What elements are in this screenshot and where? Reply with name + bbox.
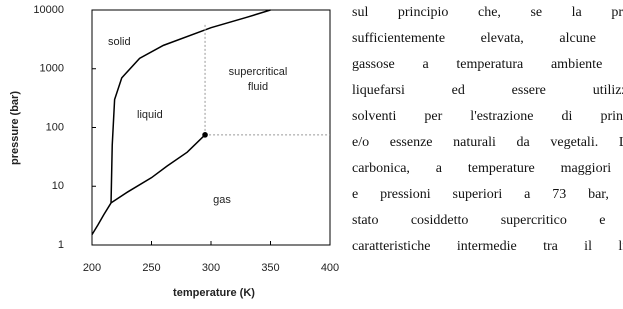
y-tick-label: 10 <box>52 180 64 192</box>
phase-boundary <box>110 134 206 204</box>
x-tick-label: 350 <box>261 262 279 274</box>
y-tick-label: 10000 <box>33 4 64 16</box>
y-tick-label: 100 <box>46 121 64 133</box>
x-tick-label: 300 <box>202 262 220 274</box>
text-line: liquefarsi ed essere utilizzate <box>352 83 623 98</box>
text-line: e/o essenze naturali da vegetali. L’an <box>352 135 623 150</box>
x-tick-label: 400 <box>321 262 339 274</box>
region-label: gas <box>213 194 231 206</box>
text-column: sul principio che, se la pressi sufficien… <box>352 0 623 309</box>
phase-boundary <box>91 202 112 236</box>
region-label: fluid <box>248 81 268 93</box>
y-tick-label: 1000 <box>40 63 64 75</box>
text-line: sufficientemente elevata, alcune so <box>352 31 623 46</box>
x-tick-label: 250 <box>142 262 160 274</box>
text-line: sul principio che, se la pressi <box>352 5 623 20</box>
chart: temperature (K) pressure (bar) 1 10 100 100… <box>9 4 339 299</box>
text-line: carbonica, a temperature maggiori d <box>352 161 623 176</box>
y-axis-label: pressure (bar) <box>9 91 21 165</box>
region-label: supercritical <box>229 66 288 78</box>
y-tick-label: 1 <box>58 239 64 251</box>
x-axis-label: temperature (K) <box>173 287 255 299</box>
region-label: solid <box>108 36 131 48</box>
region-label: liquid <box>137 109 163 121</box>
text-line: solventi per l'estrazione di principi <box>352 109 623 124</box>
text-line: stato cosiddetto supercritico e a <box>352 213 623 228</box>
phase-boundary <box>110 9 271 203</box>
text-line: caratteristiche intermedie tra il liqui <box>352 239 623 254</box>
text-line: e pressioni superiori a 73 bar, en <box>352 187 623 202</box>
text-line: gassose a temperatura ambiente po <box>352 57 623 72</box>
x-tick-label: 200 <box>83 262 101 274</box>
critical-point <box>202 132 208 138</box>
